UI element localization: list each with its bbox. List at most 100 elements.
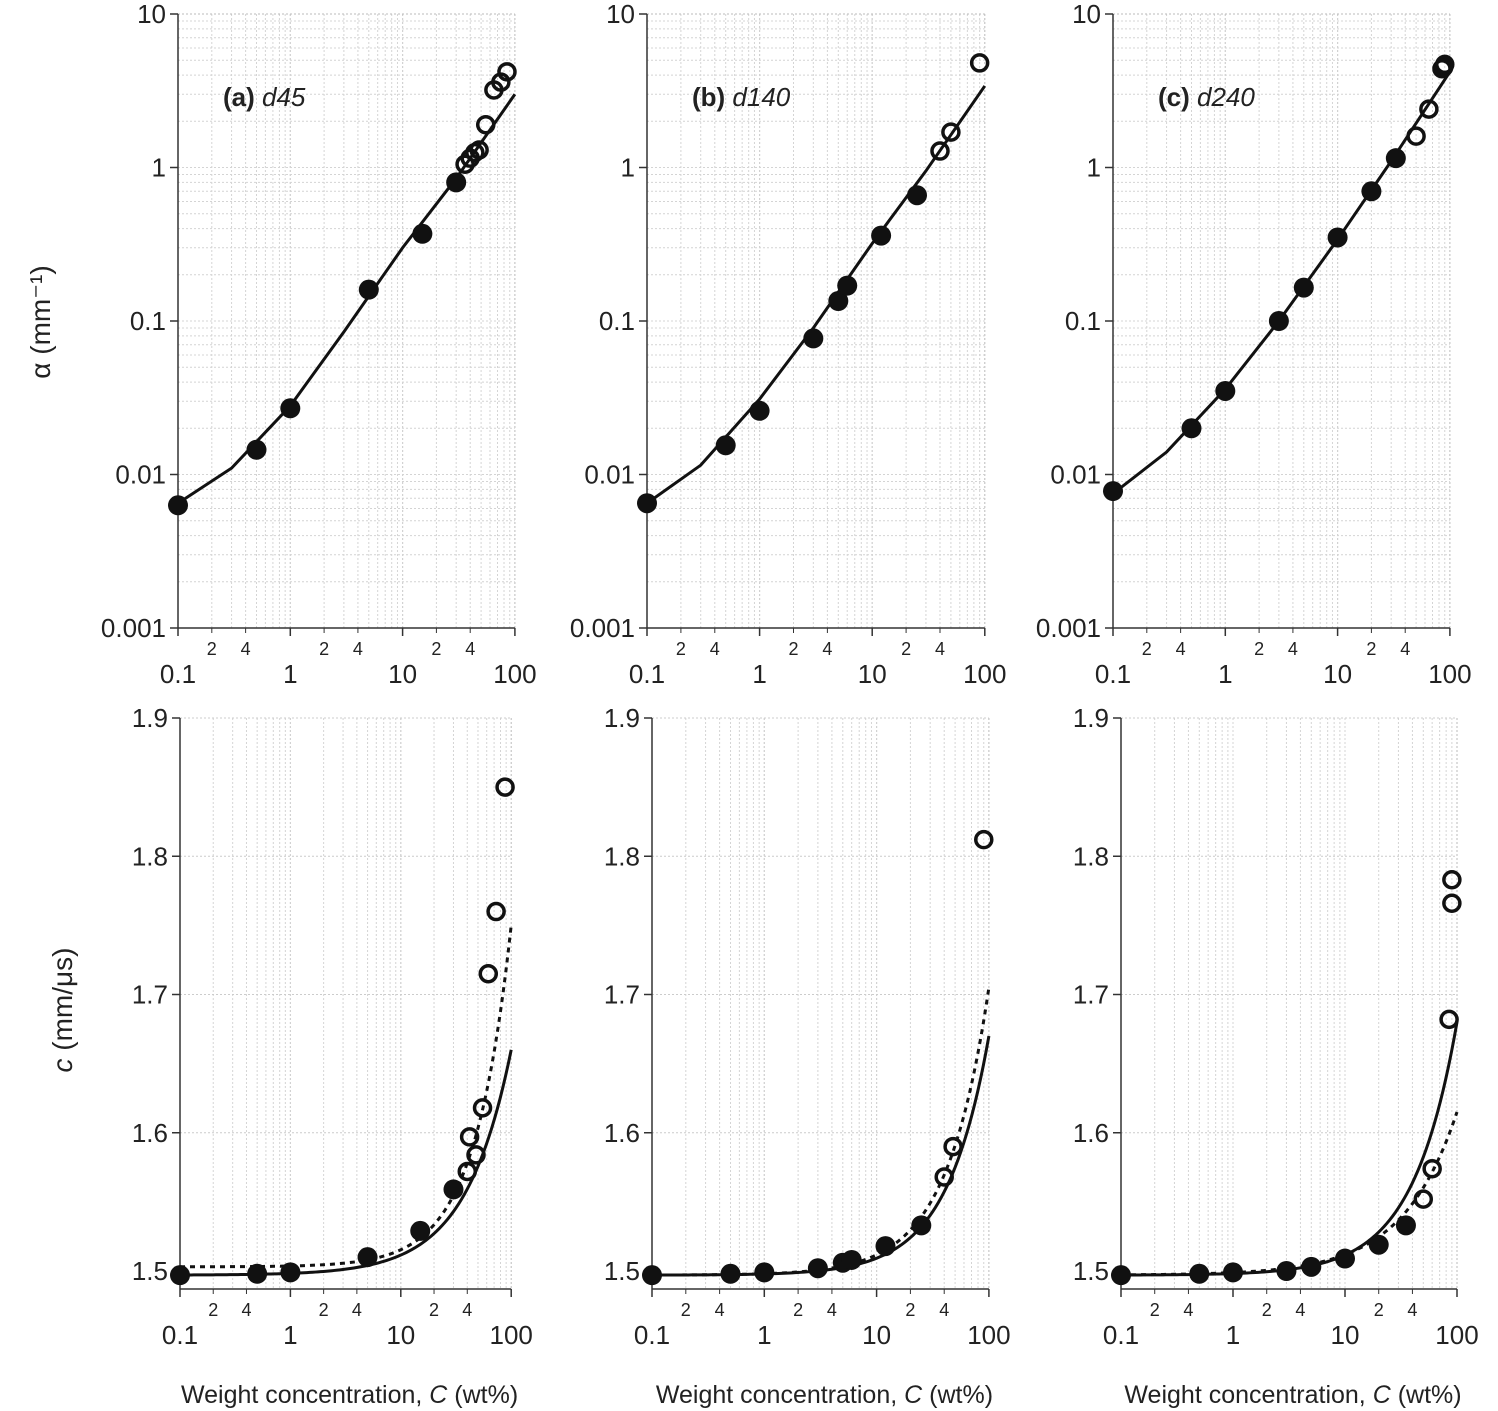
data-point-open	[497, 62, 517, 82]
data-point-open	[469, 140, 489, 160]
y-tick-label: 0.001	[101, 613, 166, 643]
x-minor-tick-label: 2	[901, 639, 911, 659]
x-tick-label: 0.1	[629, 659, 665, 689]
y-tick-label: 1.7	[604, 980, 640, 1010]
data-point-filled	[1189, 1263, 1210, 1284]
y-tick-label: 0.01	[584, 460, 635, 490]
y-tick-label: 1.6	[132, 1118, 168, 1148]
data-point-filled	[837, 275, 858, 296]
x-minor-tick-label: 4	[1295, 1300, 1305, 1320]
x-tick-label: 1	[283, 659, 297, 689]
data-point-filled	[1215, 380, 1236, 401]
x-minor-tick-label: 4	[1400, 639, 1410, 659]
data-point-filled	[170, 1265, 190, 1286]
data-point-open	[1413, 1189, 1434, 1209]
x-minor-tick-label: 4	[1288, 639, 1298, 659]
x-axis-title: Weight concentration, C (wt%)	[656, 1381, 993, 1409]
fit-line-dotted	[179, 925, 513, 1269]
data-point-open	[930, 141, 950, 161]
x-tick-label: 100	[1428, 659, 1471, 689]
x-tick-label: 0.1	[634, 1320, 670, 1350]
x-tick-label: 1	[757, 1320, 771, 1350]
data-point-filled	[911, 1215, 932, 1236]
data-point-filled	[715, 435, 736, 456]
fit-line-solid	[1112, 71, 1452, 495]
data-point-filled	[357, 1247, 378, 1268]
data-point-filled	[637, 493, 657, 514]
x-minor-tick-label: 4	[935, 639, 945, 659]
data-point-filled	[1103, 481, 1123, 502]
x-minor-tick-label: 2	[431, 639, 441, 659]
y-tick-label: 1.6	[604, 1118, 640, 1148]
data-point-filled	[1301, 1256, 1322, 1277]
data-point-open	[1442, 870, 1462, 890]
x-tick-label: 100	[493, 659, 536, 689]
data-point-filled	[358, 279, 379, 300]
data-point-filled	[246, 439, 267, 460]
x-minor-tick-label: 4	[352, 1300, 362, 1320]
y-tick-label: 10	[137, 0, 166, 29]
y-axis-title-alpha: α (mm⁻¹)	[25, 265, 56, 378]
data-point-filled	[875, 1236, 896, 1257]
x-tick-label: 10	[1323, 659, 1352, 689]
y-tick-label: 1	[1087, 153, 1101, 183]
x-minor-tick-label: 4	[465, 639, 475, 659]
data-point-open	[475, 114, 496, 135]
x-minor-tick-label: 4	[827, 1300, 837, 1320]
data-point-filled	[410, 1220, 431, 1241]
data-point-filled	[720, 1263, 741, 1284]
x-tick-label: 100	[490, 1320, 533, 1350]
y-tick-label: 1.5	[132, 1256, 168, 1286]
data-point-filled	[907, 185, 928, 206]
data-point-open	[1435, 54, 1455, 75]
x-tick-label: 10	[388, 659, 417, 689]
x-minor-tick-label: 2	[1142, 639, 1152, 659]
x-axis-title: Weight concentration, C (wt%)	[1124, 1381, 1461, 1409]
data-point-open	[934, 1167, 954, 1187]
x-tick-label: 10	[858, 659, 887, 689]
data-point-filled	[1268, 311, 1289, 331]
y-tick-label: 0.01	[1050, 460, 1101, 490]
x-minor-tick-label: 2	[1254, 639, 1264, 659]
data-point-filled	[247, 1263, 268, 1284]
y-tick-label: 1.6	[1073, 1118, 1109, 1148]
x-tick-label: 1	[752, 659, 766, 689]
x-minor-tick-label: 4	[353, 639, 363, 659]
x-tick-label: 0.1	[162, 1320, 198, 1350]
y-tick-label: 1.8	[1073, 841, 1109, 871]
data-point-open	[486, 901, 506, 922]
x-minor-tick-label: 4	[1183, 1300, 1193, 1320]
x-minor-tick-label: 2	[319, 639, 329, 659]
data-point-filled	[1111, 1265, 1131, 1286]
x-minor-tick-label: 2	[429, 1300, 439, 1320]
x-minor-tick-label: 4	[462, 1300, 472, 1320]
data-point-filled	[642, 1265, 662, 1286]
x-tick-label: 10	[386, 1320, 415, 1350]
data-point-open	[941, 122, 961, 142]
data-point-open	[459, 1127, 480, 1147]
panel-label: (a) d45	[223, 82, 306, 112]
data-point-open	[457, 1161, 478, 1182]
x-minor-tick-label: 4	[241, 639, 251, 659]
x-minor-tick-label: 4	[241, 1300, 251, 1320]
data-point-filled	[412, 223, 433, 244]
fit-line-solid	[1120, 1021, 1459, 1277]
fit-line-dotted	[651, 987, 991, 1277]
x-minor-tick-label: 2	[208, 1300, 218, 1320]
y-tick-label: 0.001	[570, 613, 635, 643]
data-point-open	[943, 1136, 963, 1157]
data-point-filled	[1335, 1248, 1355, 1269]
y-tick-label: 1.9	[1073, 703, 1109, 733]
data-point-filled	[1181, 418, 1202, 439]
x-minor-tick-label: 2	[1262, 1300, 1272, 1320]
y-tick-label: 1.5	[604, 1256, 640, 1286]
data-point-filled	[1395, 1215, 1416, 1236]
x-minor-tick-label: 4	[1407, 1300, 1417, 1320]
y-tick-label: 1.5	[1073, 1256, 1109, 1286]
data-point-filled	[1276, 1261, 1297, 1281]
x-minor-tick-label: 4	[822, 639, 832, 659]
x-minor-tick-label: 4	[715, 1300, 725, 1320]
x-minor-tick-label: 4	[1176, 639, 1186, 659]
y-tick-label: 0.001	[1036, 613, 1101, 643]
x-minor-tick-label: 2	[681, 1300, 691, 1320]
